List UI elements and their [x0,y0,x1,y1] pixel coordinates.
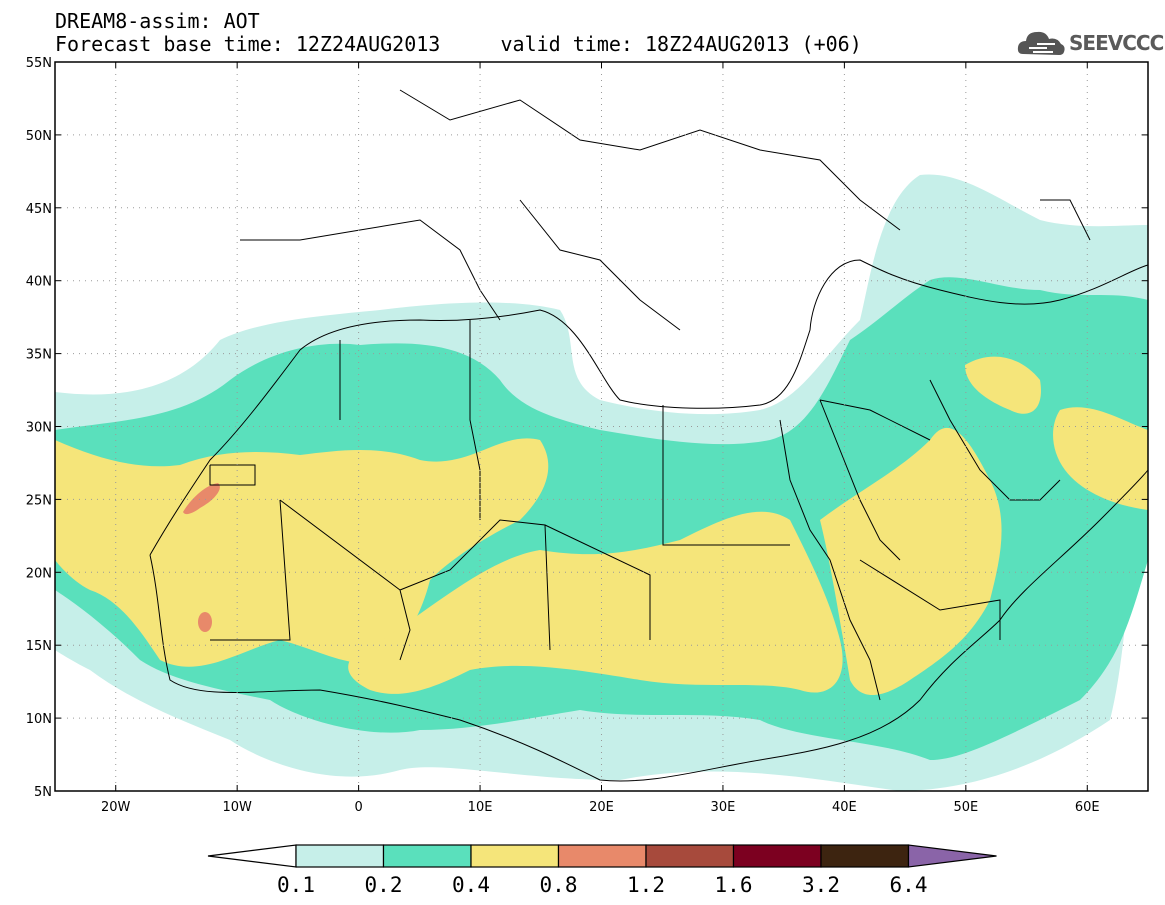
lon-label: 30E [711,800,736,815]
lat-label: 50N [26,129,52,144]
longitude-labels: 20W 10W 0 10E 20E 30E 40E 50E 60E [101,800,1100,815]
colorbar-label: 1.2 [627,873,665,897]
aot-band-0-4-west [55,438,549,667]
lon-label: 50E [953,800,978,815]
colorbar-label: 0.1 [277,873,315,897]
lat-label: 30N [26,421,52,436]
colorbar-swatch [295,844,385,868]
aot-band-0-4-central [348,511,843,694]
forecast-times: Forecast base time: 12Z24AUG2013 valid t… [55,32,862,56]
borders [209,199,1091,661]
colorbar-label: 0.8 [540,873,578,897]
aot-band-0-8-b [198,612,212,632]
cloud-icon [1017,31,1065,55]
aot-band-0-4-iran [965,356,1148,510]
lon-label: 20E [589,800,614,815]
colorbar-swatch [382,844,472,868]
colorbar-label: 3.2 [802,873,840,897]
lat-label: 10N [26,712,52,727]
lat-label: 40N [26,275,52,290]
logo-text: SEEVCCC [1069,31,1164,55]
lon-label: 0 [354,800,362,815]
seevccc-logo: SEEVCCC [1017,24,1164,60]
graticule [55,62,1148,791]
lat-label: 20N [26,566,52,581]
colorbar-swatch [645,844,735,868]
lat-label: 15N [26,639,52,654]
colorbar-swatch [470,844,560,868]
lat-label: 35N [26,348,52,363]
colorbar-cap-low [207,844,297,868]
latitude-labels: 55N 50N 45N 40N 35N 30N 25N 20N 15N 10N 5N [26,56,52,800]
colorbar-swatch [557,844,647,868]
lat-label: 25N [26,493,52,508]
colorbar-swatch [732,844,822,868]
colorbar-label: 0.4 [452,873,490,897]
coastlines [149,89,1148,782]
lat-label: 45N [26,202,52,217]
colorbar-label: 0.2 [365,873,403,897]
lon-label: 10W [222,800,252,815]
colorbar-label: 1.6 [715,873,753,897]
colorbar [207,844,997,868]
aot-band-0-4-east [820,427,1002,695]
lat-label: 55N [26,56,52,71]
lat-label: 5N [34,785,52,800]
lon-label: 20W [101,800,131,815]
lon-label: 10E [468,800,493,815]
colorbar-swatch [820,844,910,868]
colorbar-cap-high [907,844,997,868]
lon-label: 60E [1075,800,1100,815]
aot-band-0-8-a [183,483,220,515]
colorbar-labels: 0.1 0.2 0.4 0.8 1.2 1.6 3.2 6.4 [277,873,927,897]
colorbar-label: 6.4 [890,873,928,897]
lon-label: 40E [832,800,857,815]
map-title: DREAM8-assim: AOT [55,9,260,33]
axis-ticks [55,61,1148,792]
